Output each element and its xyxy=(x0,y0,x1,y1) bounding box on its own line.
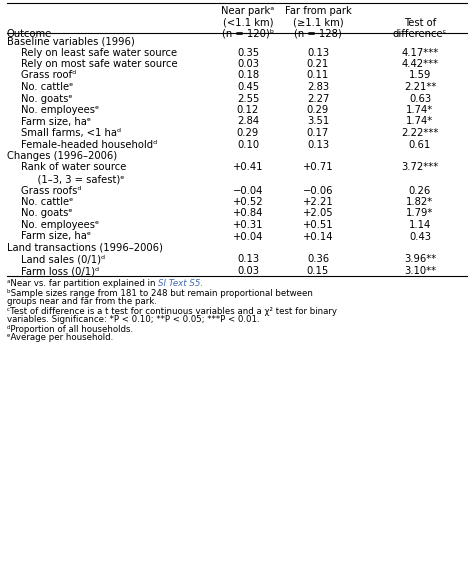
Text: SI Text S5.: SI Text S5. xyxy=(158,280,203,288)
Text: 0.63: 0.63 xyxy=(409,93,431,104)
Text: 2.84: 2.84 xyxy=(237,116,259,126)
Text: (<1.1 km): (<1.1 km) xyxy=(223,17,273,27)
Text: 0.13: 0.13 xyxy=(307,140,329,149)
Text: Farm size, haᵉ: Farm size, haᵉ xyxy=(21,116,91,126)
Text: 3.96**: 3.96** xyxy=(404,255,436,265)
Text: 0.45: 0.45 xyxy=(237,82,259,92)
Text: 0.29: 0.29 xyxy=(237,128,259,138)
Text: ᵇSample sizes range from 181 to 248 but remain proportional between: ᵇSample sizes range from 181 to 248 but … xyxy=(7,288,313,298)
Text: +0.04: +0.04 xyxy=(233,232,263,241)
Text: (n = 120)ᵇ: (n = 120)ᵇ xyxy=(222,29,274,39)
Text: variables. Significance: *P < 0.10; **P < 0.05; ***P < 0.01.: variables. Significance: *P < 0.10; **P … xyxy=(7,316,260,324)
Text: Farm size, haᵉ: Farm size, haᵉ xyxy=(21,232,91,241)
Text: (n = 128): (n = 128) xyxy=(294,29,342,39)
Text: 0.29: 0.29 xyxy=(307,105,329,115)
Text: Rely on least safe water source: Rely on least safe water source xyxy=(21,47,177,57)
Text: 1.79*: 1.79* xyxy=(406,208,434,218)
Text: Grass roofsᵈ: Grass roofsᵈ xyxy=(21,185,82,196)
Text: Small farms, <1 haᵈ: Small farms, <1 haᵈ xyxy=(21,128,121,138)
Text: ᵉAverage per household.: ᵉAverage per household. xyxy=(7,334,113,343)
Text: Baseline variables (1996): Baseline variables (1996) xyxy=(7,36,135,46)
Text: ᶜTest of difference is a t test for continuous variables and a χ² test for binar: ᶜTest of difference is a t test for cont… xyxy=(7,306,337,316)
Text: 0.11: 0.11 xyxy=(307,71,329,80)
Text: +0.41: +0.41 xyxy=(233,163,263,173)
Text: No. employeesᵉ: No. employeesᵉ xyxy=(21,220,99,230)
Text: 0.12: 0.12 xyxy=(237,105,259,115)
Text: 2.22***: 2.22*** xyxy=(401,128,439,138)
Text: 3.10**: 3.10** xyxy=(404,266,436,276)
Text: No. goatsᵉ: No. goatsᵉ xyxy=(21,93,73,104)
Text: +0.14: +0.14 xyxy=(303,232,333,241)
Text: 0.10: 0.10 xyxy=(237,140,259,149)
Text: ᵃNear vs. far partition explained in: ᵃNear vs. far partition explained in xyxy=(7,280,158,288)
Text: +0.71: +0.71 xyxy=(303,163,333,173)
Text: Rely on most safe water source: Rely on most safe water source xyxy=(21,59,178,69)
Text: 0.43: 0.43 xyxy=(409,232,431,241)
Text: 0.61: 0.61 xyxy=(409,140,431,149)
Text: Changes (1996–2006): Changes (1996–2006) xyxy=(7,151,117,161)
Text: No. cattleᵉ: No. cattleᵉ xyxy=(21,197,73,207)
Text: 1.14: 1.14 xyxy=(409,220,431,230)
Text: Land sales (0/1)ᵈ: Land sales (0/1)ᵈ xyxy=(21,255,105,265)
Text: 2.55: 2.55 xyxy=(237,93,259,104)
Text: 1.74*: 1.74* xyxy=(406,105,434,115)
Text: 1.59: 1.59 xyxy=(409,71,431,80)
Text: 1.82*: 1.82* xyxy=(406,197,434,207)
Text: No. employeesᵉ: No. employeesᵉ xyxy=(21,105,99,115)
Text: 0.21: 0.21 xyxy=(307,59,329,69)
Text: differenceᶜ: differenceᶜ xyxy=(393,29,447,39)
Text: Farm loss (0/1)ᵈ: Farm loss (0/1)ᵈ xyxy=(21,266,99,276)
Text: +0.52: +0.52 xyxy=(233,197,264,207)
Text: +0.51: +0.51 xyxy=(303,220,333,230)
Text: 0.35: 0.35 xyxy=(237,47,259,57)
Text: −0.06: −0.06 xyxy=(303,185,333,196)
Text: Grass roofᵈ: Grass roofᵈ xyxy=(21,71,76,80)
Text: 4.17***: 4.17*** xyxy=(401,47,438,57)
Text: Near parkᵃ: Near parkᵃ xyxy=(221,6,274,16)
Text: 2.27: 2.27 xyxy=(307,93,329,104)
Text: groups near and far from the park.: groups near and far from the park. xyxy=(7,298,157,306)
Text: 0.15: 0.15 xyxy=(307,266,329,276)
Text: 0.13: 0.13 xyxy=(307,47,329,57)
Text: ᵈProportion of all households.: ᵈProportion of all households. xyxy=(7,324,133,334)
Text: (1–3, 3 = safest)ᵉ: (1–3, 3 = safest)ᵉ xyxy=(25,174,125,184)
Text: +0.31: +0.31 xyxy=(233,220,263,230)
Text: +2.21: +2.21 xyxy=(302,197,333,207)
Text: 0.18: 0.18 xyxy=(237,71,259,80)
Text: 4.42***: 4.42*** xyxy=(401,59,438,69)
Text: 0.36: 0.36 xyxy=(307,255,329,265)
Text: 1.74*: 1.74* xyxy=(406,116,434,126)
Text: +2.05: +2.05 xyxy=(303,208,333,218)
Text: −0.04: −0.04 xyxy=(233,185,263,196)
Text: 0.26: 0.26 xyxy=(409,185,431,196)
Text: 2.83: 2.83 xyxy=(307,82,329,92)
Text: Female-headed householdᵈ: Female-headed householdᵈ xyxy=(21,140,157,149)
Text: 3.72***: 3.72*** xyxy=(401,163,438,173)
Text: Far from park: Far from park xyxy=(284,6,351,16)
Text: 3.51: 3.51 xyxy=(307,116,329,126)
Text: Rank of water source: Rank of water source xyxy=(21,163,127,173)
Text: No. goatsᵉ: No. goatsᵉ xyxy=(21,208,73,218)
Text: Test of: Test of xyxy=(404,17,436,27)
Text: 0.13: 0.13 xyxy=(237,255,259,265)
Text: +0.84: +0.84 xyxy=(233,208,263,218)
Text: No. cattleᵉ: No. cattleᵉ xyxy=(21,82,73,92)
Text: 0.03: 0.03 xyxy=(237,266,259,276)
Text: 0.17: 0.17 xyxy=(307,128,329,138)
Text: 2.21**: 2.21** xyxy=(404,82,436,92)
Text: Land transactions (1996–2006): Land transactions (1996–2006) xyxy=(7,243,163,253)
Text: 0.03: 0.03 xyxy=(237,59,259,69)
Text: Outcome: Outcome xyxy=(7,29,52,39)
Text: (≥1.1 km): (≥1.1 km) xyxy=(292,17,343,27)
